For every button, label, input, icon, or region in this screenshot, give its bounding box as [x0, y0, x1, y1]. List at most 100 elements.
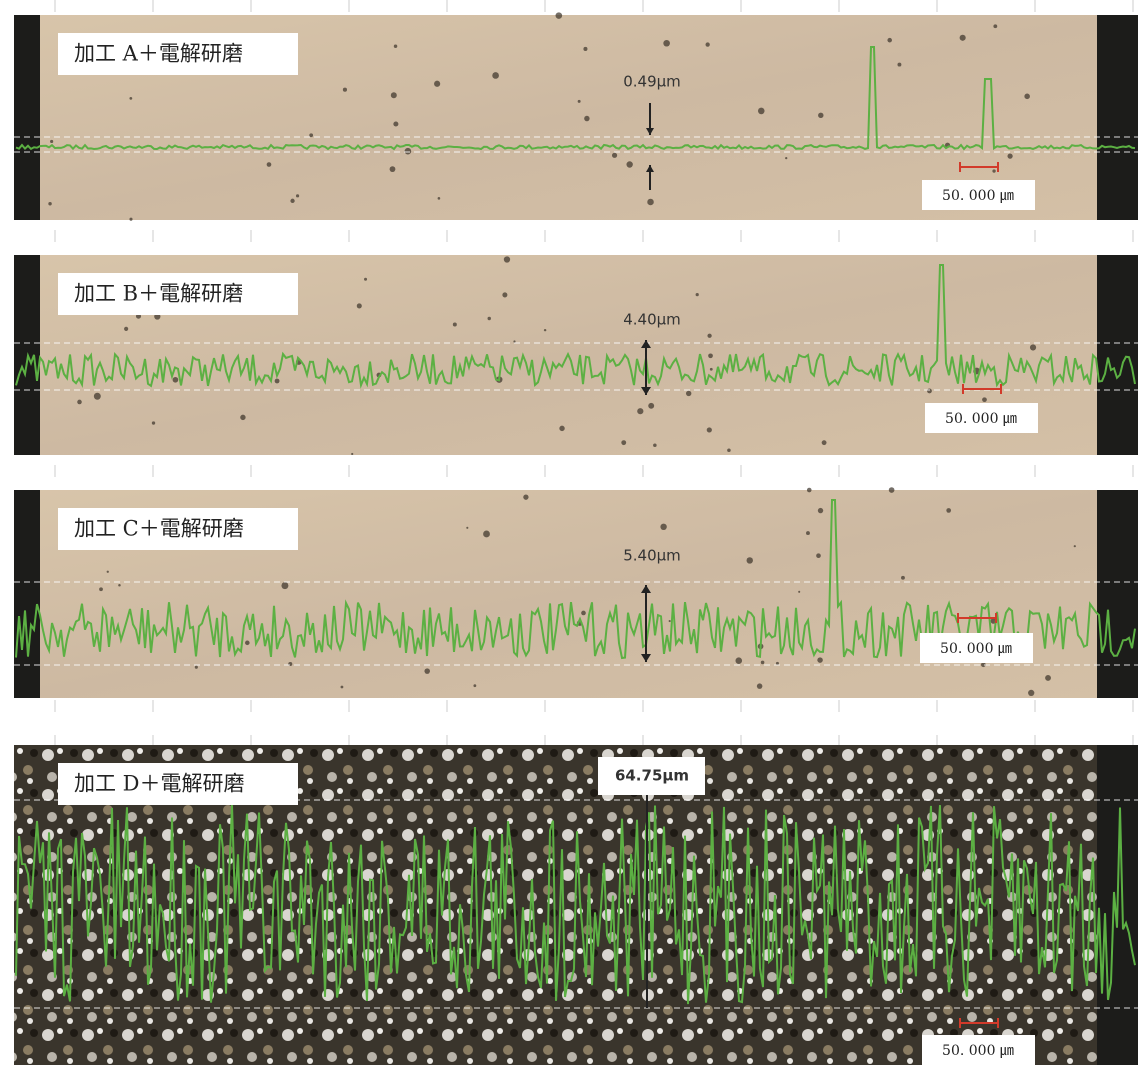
speck [1024, 94, 1030, 100]
speck [453, 322, 457, 326]
edge-left [14, 490, 40, 698]
panel: 64.75μm加工 D＋電解研磨50. 000 ㎛ [14, 745, 1138, 1065]
speck [173, 377, 179, 383]
speck [647, 199, 654, 206]
speck [927, 389, 932, 394]
speck [94, 393, 101, 400]
speck [758, 108, 765, 115]
speck [581, 611, 586, 616]
page: 0.49μm加工 A＋電解研磨50. 000 ㎛4.40μm加工 B＋電解研磨5… [0, 0, 1141, 1065]
speck [708, 353, 713, 358]
speck [946, 508, 951, 513]
speck [735, 657, 742, 664]
speck [897, 63, 901, 67]
speck [438, 197, 441, 200]
speck [544, 329, 546, 331]
speck [281, 582, 288, 589]
speck [663, 40, 670, 47]
speck [621, 440, 626, 445]
speck [669, 620, 671, 622]
edge-right [1097, 15, 1138, 220]
speck [982, 397, 987, 402]
speck [818, 113, 823, 118]
speck [612, 153, 617, 158]
speck [992, 169, 995, 172]
speck [1007, 154, 1012, 159]
speck [696, 293, 699, 296]
speck [806, 531, 810, 535]
panel: 0.49μm 加工 A＋電解研磨 50. 000 ㎛ [14, 12, 1138, 220]
speck [393, 121, 398, 126]
speck [195, 666, 198, 669]
figure: 0.49μm加工 A＋電解研磨50. 000 ㎛4.40μm加工 B＋電解研磨5… [0, 0, 1141, 1065]
speck [390, 166, 396, 172]
speck [523, 495, 528, 500]
speck [637, 408, 643, 414]
speck [434, 81, 440, 87]
speck [757, 683, 763, 689]
speck [706, 42, 710, 46]
measurement: 0.49μm [623, 73, 681, 91]
speck [245, 641, 250, 646]
speck [267, 162, 272, 167]
speck [993, 24, 997, 28]
speck [107, 571, 109, 573]
speck [648, 403, 654, 409]
scale-label: 50. 000 ㎛ [942, 188, 1014, 204]
speck [578, 100, 581, 103]
measurement: 64.75μm [615, 767, 689, 785]
speck [492, 72, 499, 79]
measurement: 4.40μm [623, 311, 681, 329]
speck [488, 317, 491, 320]
speck [50, 140, 53, 143]
speck [152, 421, 155, 424]
scale-label: 50. 000 ㎛ [945, 411, 1017, 427]
speck [296, 194, 299, 197]
speck [798, 591, 800, 593]
speck [364, 278, 367, 281]
speck [707, 334, 711, 338]
speck [776, 662, 779, 665]
speck [405, 148, 412, 155]
speck [483, 531, 490, 538]
speck [290, 199, 294, 203]
speck [424, 668, 430, 674]
speck [1045, 675, 1051, 681]
speck [1074, 545, 1076, 547]
speck [626, 161, 632, 167]
speck [343, 88, 347, 92]
speck [129, 218, 132, 221]
speck [653, 443, 657, 447]
speck [710, 368, 713, 371]
speck [747, 557, 753, 563]
speck [48, 202, 51, 205]
speck [817, 657, 823, 663]
speck [761, 661, 765, 665]
speck [394, 45, 397, 48]
speck [240, 415, 245, 420]
speck [129, 97, 132, 100]
speck [504, 256, 510, 262]
speck [707, 427, 712, 432]
edge-left [14, 15, 40, 220]
speck [807, 488, 812, 493]
speck [466, 527, 468, 529]
speck [889, 487, 895, 493]
speck [660, 524, 666, 530]
edge-right [1097, 255, 1138, 455]
speck [77, 400, 82, 405]
speck [556, 12, 563, 19]
speck [99, 587, 103, 591]
panel-label: 加工 C＋電解研磨 [74, 517, 244, 541]
speck [583, 47, 587, 51]
speck [584, 116, 589, 121]
speck [559, 426, 564, 431]
speck [887, 38, 892, 43]
panel-label: 加工 A＋電解研磨 [74, 42, 243, 66]
speck [391, 92, 397, 98]
speck [341, 686, 344, 689]
speck [118, 584, 121, 587]
speck [686, 391, 691, 396]
